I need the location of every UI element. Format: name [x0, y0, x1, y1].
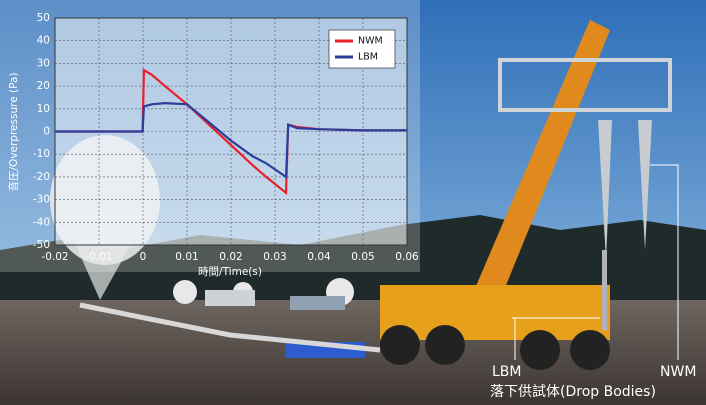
annotation: LBM [492, 364, 521, 380]
y-tick-label: 30 [37, 57, 50, 69]
y-tick-label: 40 [37, 35, 50, 47]
screenshot: LBM 落下供試体(Drop Bodies) NWM 時間/Time(s) 音圧… [0, 0, 706, 405]
annotation: 落下供試体(Drop Bodies) [490, 384, 656, 400]
x-tick-label: 0.03 [263, 251, 286, 263]
x-tick-label: 0 [140, 251, 147, 263]
legend-label: LBM [358, 52, 378, 63]
x-tick-label: -0.02 [41, 251, 68, 263]
x-tick-label: 0.06 [395, 251, 419, 263]
y-tick-label: -30 [33, 194, 50, 206]
y-tick-label: 0 [43, 126, 50, 138]
x-tick-label: -0.01 [85, 251, 112, 263]
y-tick-label: 20 [37, 80, 50, 92]
annotation: NWM [660, 364, 696, 380]
y-tick-label: 10 [37, 103, 50, 115]
x-axis-label: 時間/Time(s) [198, 266, 262, 278]
y-axis-label: 音圧/Overpressure (Pa) [7, 73, 20, 192]
y-tick-label: -20 [33, 171, 50, 183]
y-tick-label: -50 [33, 239, 50, 251]
x-tick-label: 0.02 [219, 251, 242, 263]
y-tick-label: -10 [33, 148, 50, 160]
x-tick-label: 0.01 [175, 251, 198, 263]
legend-label: NWM [358, 36, 383, 47]
x-tick-label: 0.04 [307, 251, 331, 263]
x-tick-label: 0.05 [351, 251, 374, 263]
y-tick-label: 50 [37, 12, 50, 24]
y-tick-label: -40 [33, 216, 50, 228]
